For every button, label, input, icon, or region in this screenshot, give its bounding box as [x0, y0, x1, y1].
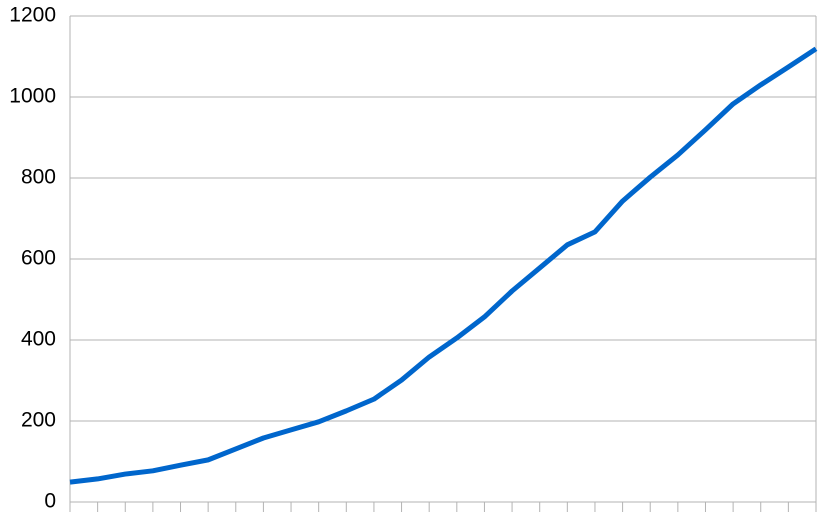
y-tick-label: 600 [21, 247, 56, 270]
y-tick-label: 1200 [9, 4, 56, 27]
y-tick-label: 400 [21, 328, 56, 351]
y-tick-label: 200 [21, 409, 56, 432]
line-series [69, 46, 818, 485]
y-tick-label: 800 [21, 166, 56, 189]
y-tick-label: 1000 [9, 85, 56, 108]
y-tick-label: 0 [44, 490, 56, 513]
